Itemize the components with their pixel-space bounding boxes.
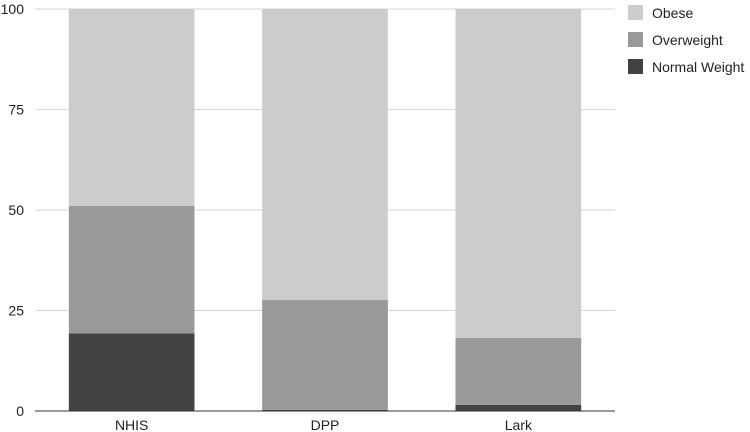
x-tick-label: DPP [311, 417, 340, 432]
bar-dpp-obese [262, 9, 388, 301]
legend-label: Overweight [652, 32, 723, 48]
bar-lark-obese [455, 9, 582, 338]
bar-nhis-overweight [68, 205, 195, 334]
bar-nhis-normal-weight [68, 333, 195, 411]
bars [68, 9, 582, 411]
legend-label: Normal Weight [652, 59, 744, 75]
x-tick-label: Lark [505, 417, 533, 432]
y-tick-label: 75 [8, 102, 24, 118]
bar-dpp-normal-weight [262, 409, 388, 411]
bar-lark-overweight [455, 337, 582, 405]
x-axis-ticks: NHIS DPP Lark [115, 417, 533, 432]
x-tick-label: NHIS [115, 417, 148, 432]
bar-nhis-obese [68, 9, 195, 206]
legend: Obese Overweight Normal Weight [628, 5, 744, 75]
y-tick-label: 50 [8, 202, 24, 218]
legend-swatch-obese [628, 5, 643, 20]
legend-swatch-overweight [628, 32, 643, 47]
y-tick-label: 100 [1, 1, 25, 17]
y-tick-label: 0 [16, 403, 24, 419]
bar-lark-normal-weight [455, 404, 582, 411]
legend-label: Obese [652, 5, 693, 21]
y-tick-label: 25 [8, 303, 24, 319]
y-axis-ticks: 0 25 50 75 100 [1, 1, 25, 419]
legend-swatch-normal-weight [628, 59, 643, 74]
bar-dpp-overweight [262, 300, 388, 410]
